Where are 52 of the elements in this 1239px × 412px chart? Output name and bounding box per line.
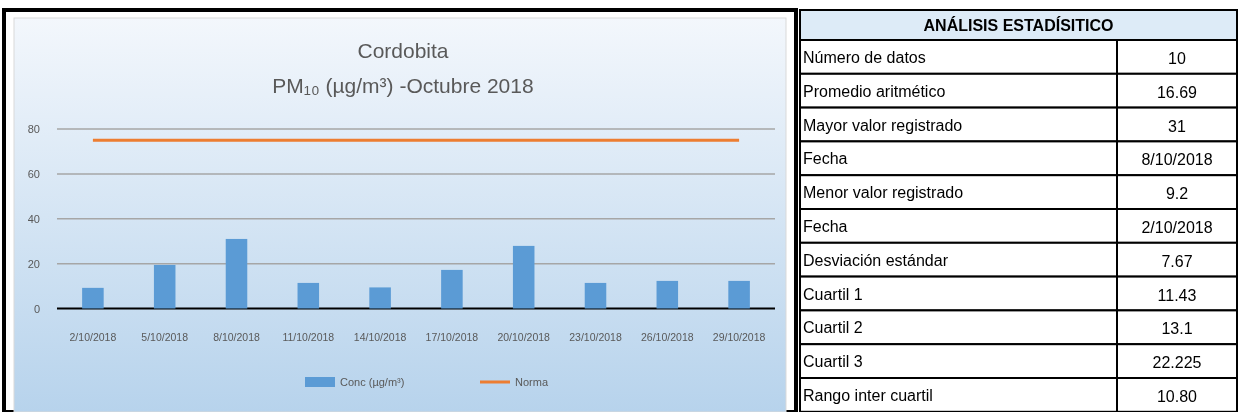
category-label: Fecha [803,150,848,168]
category-label: Cuartil 1 [803,285,863,303]
text: 13.1 [1161,320,1193,338]
bar [82,287,104,309]
text: ANÁLISIS ESTADÍSITICO [923,16,1114,34]
y-tick-label: 20 [27,257,40,270]
text: 10.80 [1156,388,1198,405]
x-tick-label: 26/10/2018 [641,331,694,343]
category-label: Cuartil 3 [803,353,863,371]
x-tick-label: 23/10/2018 [569,331,622,343]
legend-label: Norma [515,376,549,388]
bar [297,282,320,309]
text: 11.43 [1157,286,1197,304]
x-tick-label: 11/10/2018 [282,331,335,343]
y-tick-label: 80 [27,123,40,135]
category-label: Promedio aritmético [803,82,946,100]
x-tick-label: 29/10/2018 [712,331,766,343]
bar [512,245,535,309]
x-tick-label: 5/10/2018 [141,331,189,343]
bar [728,280,750,309]
x-tick-label: 8/10/2018 [213,331,261,343]
category-label: Mayor valor registrado [803,116,963,134]
category-label: Fecha [803,218,848,235]
category-label: Número de datos [803,49,926,66]
text: 9.2 [1165,185,1189,203]
x-tick-label: 17/10/2018 [425,331,479,343]
x-tick-label: 14/10/2018 [353,331,407,343]
text: 22.225 [1152,354,1202,372]
text: 31 [1168,117,1186,135]
text: 2/10/2018 [1141,219,1213,236]
text: 16.69 [1156,83,1198,101]
bar [153,264,176,309]
x-tick-label: 20/10/2018 [497,331,551,343]
bar [656,280,679,309]
bar [441,269,463,309]
y-tick-label: 60 [27,167,40,180]
y-tick-label: 40 [27,212,40,225]
bar [225,238,248,309]
category-label: Menor valor registrado [803,184,964,202]
legend-label: Conc (µg/m³) [340,376,405,388]
bar [584,282,607,309]
text: 10 [1168,50,1186,67]
chart-subtitle: PM₁₀ (µg/m³) -Octubre 2018 [272,74,534,97]
bar [369,287,391,309]
text: 8/10/2018 [1141,151,1213,169]
category-label: Desviación estándar [803,251,949,269]
chart-title: Cordobita [357,39,449,62]
text: 7.67 [1161,252,1193,270]
y-tick-label: 0 [33,302,40,315]
category-label: Rango inter cuartil [803,387,933,404]
x-tick-label: 2/10/2018 [69,331,117,343]
category-label: Cuartil 2 [803,319,863,337]
